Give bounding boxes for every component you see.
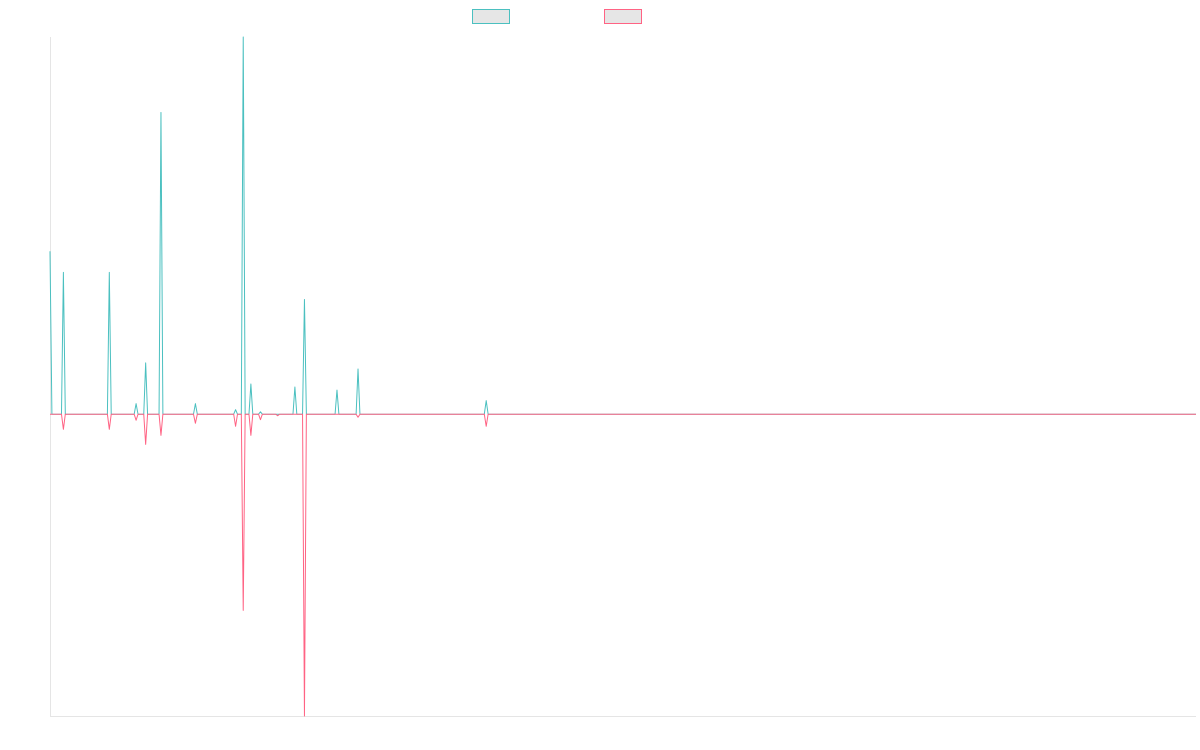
series-line-2 [50, 413, 1196, 717]
legend-swatch-series-1 [472, 9, 510, 24]
legend-item-series-1[interactable] [472, 9, 510, 24]
legend [0, 9, 1200, 29]
series-layer [49, 36, 1196, 717]
legend-swatch-series-2 [604, 9, 642, 24]
series-line-1 [49, 36, 1196, 415]
legend-item-series-2[interactable] [604, 9, 642, 24]
